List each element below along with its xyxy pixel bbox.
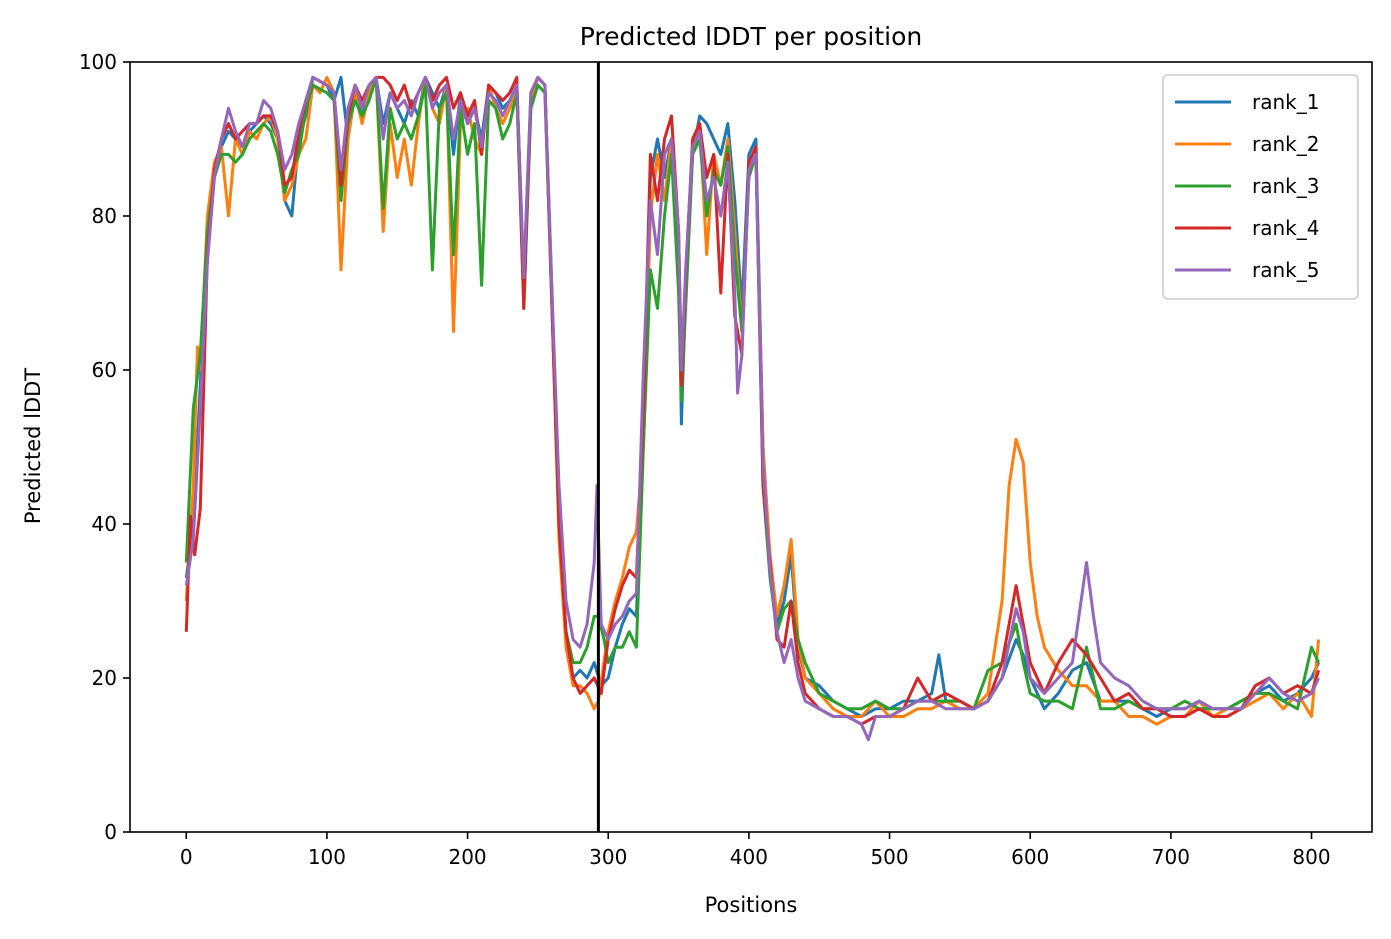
plot-frame <box>129 61 1373 833</box>
legend-label-rank_2: rank_2 <box>1252 132 1319 156</box>
x-tick-label: 800 <box>1292 845 1330 869</box>
y-tick-label: 80 <box>92 204 117 228</box>
x-axis-label: Positions <box>705 893 798 917</box>
y-axis: 0 20 40 60 80 100 <box>79 50 130 844</box>
legend-label-rank_1: rank_1 <box>1252 90 1319 114</box>
y-tick-label: 60 <box>92 358 117 382</box>
legend: rank_1 rank_2 rank_3 rank_4 rank_5 <box>1162 74 1359 300</box>
x-tick-label: 0 <box>180 845 193 869</box>
y-tick-label: 100 <box>79 50 117 74</box>
series-line-rank_4 <box>184 75 1321 726</box>
series-line-rank_1 <box>184 75 1320 718</box>
x-tick-label: 600 <box>1011 845 1049 869</box>
x-axis: 0 100 200 300 400 500 600 700 800 <box>180 832 1331 869</box>
series-line-rank_5 <box>184 75 1320 742</box>
x-tick-label: 200 <box>448 845 486 869</box>
x-tick-label: 100 <box>308 845 346 869</box>
y-tick-label: 40 <box>92 512 117 536</box>
x-tick-label: 300 <box>589 845 627 869</box>
legend-label-rank_4: rank_4 <box>1252 216 1319 240</box>
legend-label-rank_3: rank_3 <box>1252 174 1319 198</box>
plot-area <box>129 61 1373 833</box>
y-axis-label: Predicted lDDT <box>21 368 45 524</box>
series-line-rank_3 <box>184 75 1320 711</box>
y-tick-label: 0 <box>104 820 117 844</box>
chart-title: Predicted lDDT per position <box>580 22 922 51</box>
x-tick-label: 400 <box>730 845 768 869</box>
legend-label-rank_5: rank_5 <box>1252 258 1319 282</box>
y-tick-label: 20 <box>92 666 117 690</box>
legend-box <box>1162 74 1359 300</box>
series-line-rank_2 <box>184 75 1321 726</box>
x-tick-label: 500 <box>870 845 908 869</box>
x-tick-label: 700 <box>1152 845 1190 869</box>
